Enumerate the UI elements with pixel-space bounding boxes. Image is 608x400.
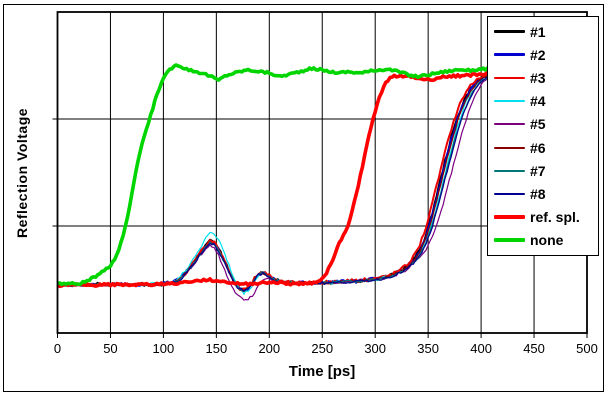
x-tick-label-300: 300 bbox=[364, 341, 387, 356]
legend-item-#7: #7 bbox=[494, 161, 598, 181]
legend-line-sample bbox=[494, 30, 525, 33]
legend-label: #1 bbox=[530, 23, 546, 40]
legend-label: #3 bbox=[530, 69, 546, 86]
legend-item-#3: #3 bbox=[494, 68, 598, 88]
legend-line-sample bbox=[494, 123, 525, 126]
legend-item-#2: #2 bbox=[494, 45, 598, 65]
x-tick-label-350: 350 bbox=[417, 341, 439, 356]
x-tick-label-450: 450 bbox=[523, 341, 545, 356]
x-tick-label-400: 400 bbox=[470, 341, 492, 356]
legend-item-#5: #5 bbox=[494, 114, 598, 134]
series-line-ref. spl. bbox=[57, 69, 514, 289]
legend-label: #2 bbox=[530, 46, 546, 63]
x-tick-label-0: 0 bbox=[53, 341, 62, 356]
legend-label: none bbox=[530, 232, 564, 249]
series-line-none bbox=[57, 63, 514, 287]
x-tick-label-50: 50 bbox=[103, 341, 118, 356]
x-tick-label-200: 200 bbox=[258, 341, 281, 356]
x-tick-label-100: 100 bbox=[152, 341, 175, 356]
legend-line-sample bbox=[494, 238, 525, 243]
series-line-#8 bbox=[57, 72, 514, 292]
legend-item-#8: #8 bbox=[494, 184, 598, 204]
series-line-#5 bbox=[57, 72, 514, 301]
legend-line-sample bbox=[494, 53, 525, 57]
legend-label: #6 bbox=[530, 139, 546, 156]
legend-line-sample bbox=[494, 169, 525, 172]
legend-label: #4 bbox=[530, 93, 546, 110]
legend-box: #1 #2 #3 #4 #5 #6 #7 #8 ref. spl. none bbox=[487, 16, 599, 256]
legend-label: ref. spl. bbox=[530, 209, 580, 226]
legend-line-sample bbox=[494, 192, 525, 195]
legend-line-sample bbox=[494, 214, 525, 220]
legend-item-#4: #4 bbox=[494, 91, 598, 111]
legend-item-none: none bbox=[494, 230, 598, 250]
legend-line-sample bbox=[494, 146, 525, 149]
series-line-#4 bbox=[57, 72, 514, 295]
legend-label: #8 bbox=[530, 185, 546, 202]
y-axis-title: Reflection Voltage bbox=[14, 107, 30, 239]
x-axis-title: Time [ps] bbox=[288, 363, 356, 380]
legend-item-#1: #1 bbox=[494, 22, 598, 42]
legend-line-sample bbox=[494, 76, 525, 80]
legend-item-#6: #6 bbox=[494, 138, 598, 158]
x-tick-label-150: 150 bbox=[205, 341, 228, 356]
x-tick-label-250: 250 bbox=[311, 341, 334, 356]
legend-item-ref. spl.: ref. spl. bbox=[494, 207, 598, 227]
x-tick-label-500: 500 bbox=[576, 341, 598, 356]
legend-line-sample bbox=[494, 100, 525, 103]
legend-label: #5 bbox=[530, 116, 546, 133]
legend-label: #7 bbox=[530, 162, 546, 179]
